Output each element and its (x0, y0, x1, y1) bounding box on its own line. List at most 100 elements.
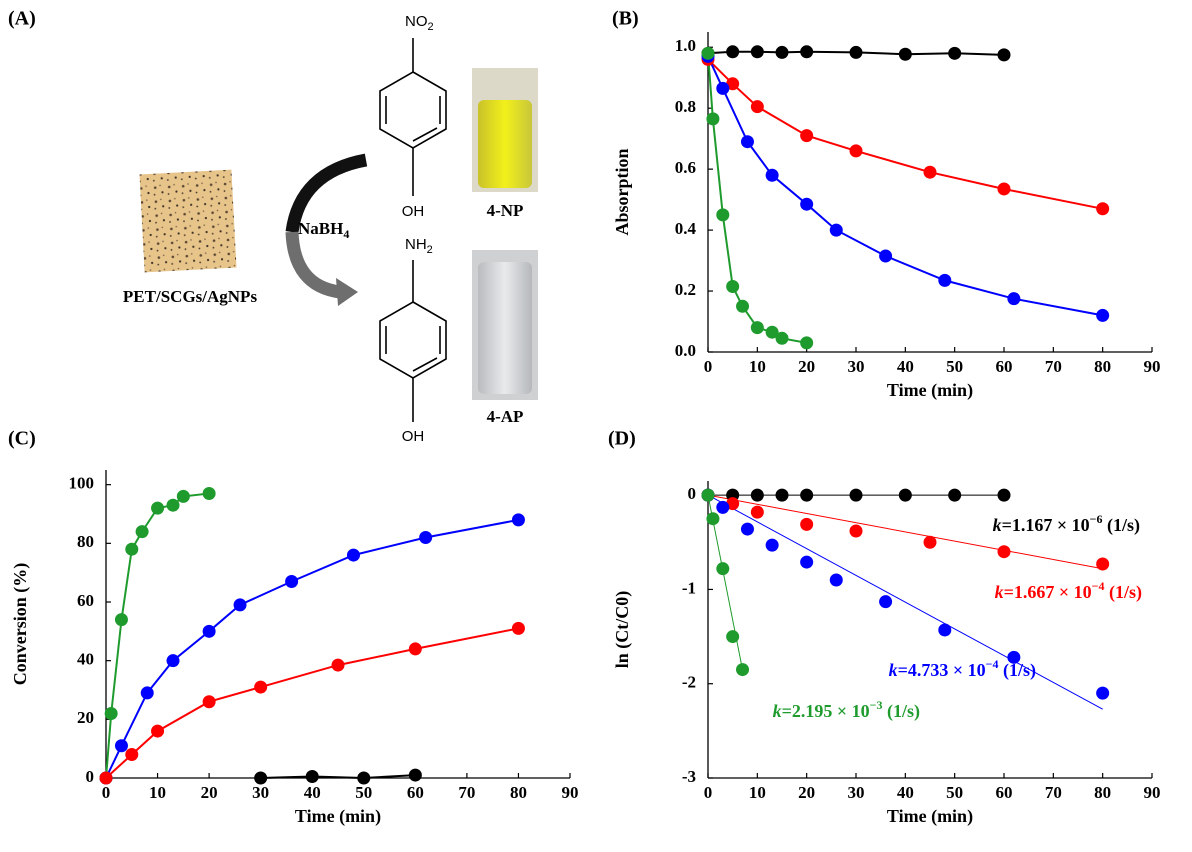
rate-constant: k=1.167 × 10−6 (1/s) (993, 512, 1140, 536)
value: =1.167 × 10 (1002, 515, 1090, 535)
data-point (702, 47, 715, 60)
data-point (347, 549, 360, 562)
data-point (702, 489, 715, 502)
data-point (234, 598, 247, 611)
data-point (948, 47, 961, 60)
data-point (357, 772, 370, 785)
reagent-sub: 4 (343, 227, 349, 241)
y-tick-label: 0.2 (675, 280, 696, 299)
sample (139, 170, 236, 273)
x-tick-label: 20 (798, 357, 815, 376)
data-point (998, 182, 1011, 195)
data-point (512, 513, 525, 526)
group-text: NO (405, 13, 428, 30)
y-tick-label: 0.0 (675, 341, 696, 360)
data-point (125, 748, 138, 761)
data-point (136, 525, 149, 538)
x-tick-label: 0 (102, 783, 111, 802)
x-axis-title: Time (min) (887, 806, 973, 827)
unit: (1/s) (883, 701, 921, 722)
data-point (751, 100, 764, 113)
data-point (899, 48, 912, 61)
y-tick-label: 40 (77, 650, 94, 669)
group-oh: OH (402, 428, 425, 445)
x-tick-label: 50 (946, 783, 963, 802)
x-tick-label: 40 (897, 783, 914, 802)
y-axis-title: Conversion (%) (10, 563, 31, 686)
data-point (776, 489, 789, 502)
x-tick-label: 80 (1094, 783, 1111, 802)
x-axis-title: Time (min) (295, 806, 381, 827)
data-point (998, 489, 1011, 502)
x-tick-label: 60 (407, 783, 424, 802)
vial-label: 4-NP (487, 201, 524, 220)
data-point (899, 489, 912, 502)
data-point (254, 772, 267, 785)
y-axis-title: ln (Ct/C0) (612, 591, 633, 669)
data-point (850, 489, 863, 502)
data-point (151, 502, 164, 515)
data-point (706, 512, 719, 525)
arrow-bottom (292, 232, 340, 292)
data-point (1096, 687, 1109, 700)
series-line (708, 56, 1103, 315)
data-point (203, 625, 216, 638)
data-point (726, 630, 739, 643)
rate-constant: k=4.733 × 10−4 (1/s) (889, 657, 1036, 681)
x-tick-label: 70 (1045, 357, 1062, 376)
x-tick-label: 40 (897, 357, 914, 376)
data-point (800, 489, 813, 502)
panel-label: (B) (612, 8, 639, 30)
data-point (751, 506, 764, 519)
data-point (741, 523, 754, 536)
data-point (254, 681, 267, 694)
y-tick-label: 80 (77, 532, 94, 551)
data-point (800, 518, 813, 531)
group-oh: OH (402, 203, 425, 220)
data-point (948, 489, 961, 502)
data-point (716, 562, 729, 575)
data-point (100, 772, 113, 785)
data-point (409, 642, 422, 655)
data-point (706, 112, 719, 125)
y-tick-label: -1 (682, 578, 696, 597)
data-point (800, 198, 813, 211)
data-point (766, 169, 779, 182)
data-point (776, 332, 789, 345)
panel-label: (C) (8, 428, 36, 450)
exponent: −6 (1090, 512, 1103, 526)
data-point (419, 531, 432, 544)
material-label: PET/SCGs/AgNPs (123, 287, 258, 306)
data-point (776, 46, 789, 59)
data-point (716, 208, 729, 221)
data-point (830, 574, 843, 587)
group-no2: NO2 (405, 13, 434, 33)
y-tick-label: 20 (77, 708, 94, 727)
data-point (800, 129, 813, 142)
data-point (1007, 292, 1020, 305)
x-tick-label: 10 (749, 357, 766, 376)
vial-label: 4-AP (487, 407, 524, 426)
data-point (167, 499, 180, 512)
reagent: NaBH4 (298, 219, 349, 241)
symbol: k (995, 582, 1004, 602)
data-point (751, 489, 764, 502)
series-line (708, 53, 807, 343)
data-point (726, 280, 739, 293)
y-tick-label: 1.0 (675, 36, 696, 55)
symbol: k (993, 515, 1002, 535)
x-axis-title: Time (min) (887, 380, 973, 401)
data-point (1096, 309, 1109, 322)
data-point (1096, 202, 1109, 215)
x-tick-label: 0 (704, 783, 713, 802)
data-point (332, 659, 345, 672)
data-point (741, 135, 754, 148)
x-tick-label: 90 (1144, 357, 1161, 376)
y-tick-label: 0.4 (675, 219, 697, 238)
symbol: k (889, 660, 898, 680)
x-tick-label: 20 (201, 783, 218, 802)
series-line (106, 520, 518, 778)
data-point (924, 166, 937, 179)
x-tick-label: 30 (848, 357, 865, 376)
data-point (850, 46, 863, 59)
